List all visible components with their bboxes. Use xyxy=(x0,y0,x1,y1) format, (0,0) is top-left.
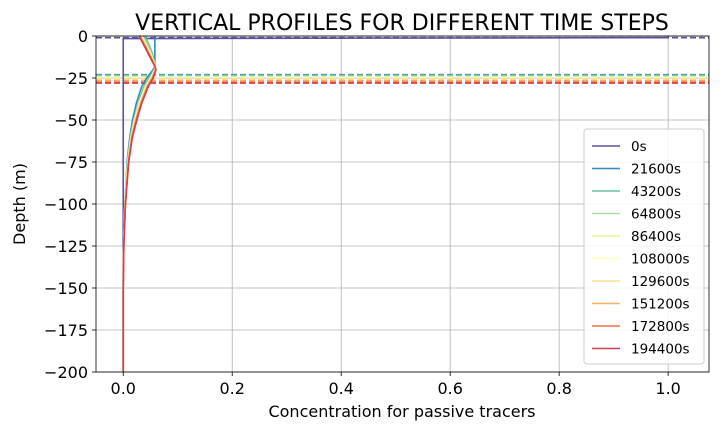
legend-label: 151200s xyxy=(631,297,690,313)
x-axis-label: Concentration for passive tracers xyxy=(268,402,535,421)
legend-label: 21600s xyxy=(631,162,681,178)
legend-label: 108000s xyxy=(631,252,690,268)
legend-entry: 64800s xyxy=(592,207,681,223)
legend-entry: 21600s xyxy=(592,162,681,178)
y-tick-label: −200 xyxy=(44,363,88,382)
x-tick-label: 0.0 xyxy=(111,379,136,398)
chart-title: VERTICAL PROFILES FOR DIFFERENT TIME STE… xyxy=(135,11,669,36)
x-tick-label: 0.8 xyxy=(546,379,571,398)
series-line-0s xyxy=(122,36,669,372)
legend-box xyxy=(583,128,705,365)
legend-entry: 172800s xyxy=(592,319,690,335)
legend-label: 43200s xyxy=(631,184,681,200)
legend-entry: 151200s xyxy=(592,297,690,313)
x-axis-ticks: 0.0 0.2 0.4 0.6 0.8 1.0 xyxy=(111,372,681,398)
legend-label: 86400s xyxy=(631,229,681,245)
y-tick-label: −25 xyxy=(54,69,88,88)
y-tick-label: −150 xyxy=(44,279,88,298)
legend-label: 172800s xyxy=(631,319,690,335)
legend-entry: 43200s xyxy=(592,184,681,200)
y-axis-label: Depth (m) xyxy=(10,163,29,245)
x-tick-label: 0.6 xyxy=(437,379,462,398)
series-line-194400s xyxy=(122,35,157,372)
legend-entry: 86400s xyxy=(592,229,681,245)
legend-label: 64800s xyxy=(631,207,681,223)
legend-entry: 194400s xyxy=(592,342,690,358)
x-tick-label: 0.4 xyxy=(328,379,353,398)
legend: 0s 21600s 43200s 64800s 86400s 108000s 129600s… xyxy=(583,128,705,365)
profile-series xyxy=(122,35,669,372)
legend-label: 129600s xyxy=(631,274,690,290)
y-tick-label: −175 xyxy=(44,321,88,340)
legend-entry: 108000s xyxy=(592,252,690,268)
x-tick-label: 0.2 xyxy=(219,379,244,398)
legend-entry: 129600s xyxy=(592,274,690,290)
y-tick-label: −125 xyxy=(44,237,88,256)
legend-entry: 0s xyxy=(592,139,647,155)
x-tick-label: 1.0 xyxy=(655,379,680,398)
y-axis-ticks: 0 −25 −50 −75 −100 −125 −150 −175 −200 xyxy=(44,27,96,382)
legend-label: 0s xyxy=(631,139,647,155)
y-tick-label: −50 xyxy=(54,111,88,130)
mixed-layer-depth-lines xyxy=(96,36,709,84)
y-tick-label: 0 xyxy=(78,27,88,46)
legend-label: 194400s xyxy=(631,342,690,358)
y-tick-label: −100 xyxy=(44,195,88,214)
y-tick-label: −75 xyxy=(54,153,88,172)
